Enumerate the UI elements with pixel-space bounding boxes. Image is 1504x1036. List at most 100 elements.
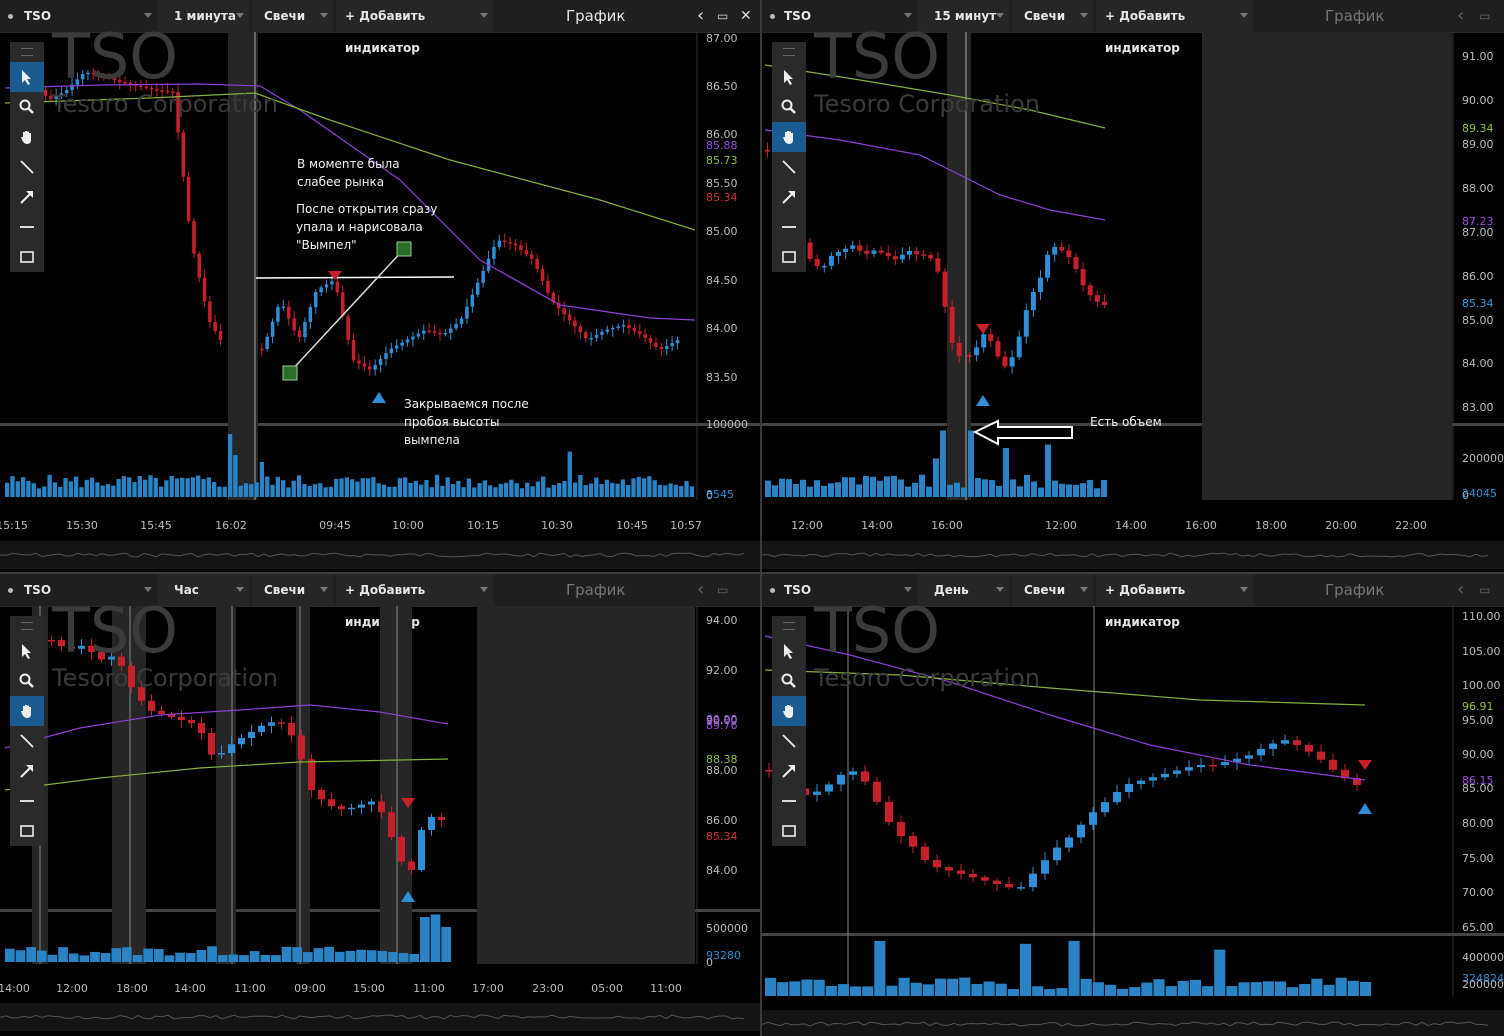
timeframe-dropdown[interactable]: День [918,574,1010,606]
p1-candle [43,89,48,96]
symbol-dropdown[interactable] [130,574,158,606]
chart-canvas[interactable]: 91.00 90.00 89.00 88.00 87.00 86.00 85.00 84.00… [762,32,1504,572]
p1-volume-bar [397,478,403,497]
p4-candle [1353,778,1361,785]
annotation-text[interactable]: Закрываемся после пробоя высоты вымпела [404,397,529,447]
minus-tool[interactable] [772,786,806,816]
line-tool[interactable] [10,726,44,756]
hand-tool[interactable] [772,696,806,726]
magnifier-tool[interactable] [10,666,44,696]
line-tool[interactable] [10,152,44,182]
rectangle-tool[interactable] [772,242,806,272]
trend-line-drawing[interactable] [289,248,405,373]
annotation-text[interactable]: Есть объем [1090,415,1162,429]
annotation-text[interactable]: В момеnте была слабее рынка [297,157,400,189]
arrow-tool[interactable] [10,756,44,786]
symbol-dropdown[interactable] [892,0,918,32]
add-indicator-button[interactable]: + Добавить индикатор [336,574,494,629]
magnifier-tool[interactable] [10,92,44,122]
chevron-left-icon[interactable]: ‹ [1457,5,1465,26]
maximize-icon[interactable]: ▭ [717,9,729,23]
arrow-tool[interactable] [772,756,806,786]
p1-candle [303,322,307,338]
pane-divider[interactable] [762,423,1504,426]
p4-candle [1221,762,1229,765]
p1-volume-bar [222,486,227,497]
timeframe-dropdown[interactable]: 1 минута [158,0,250,32]
magnifier-tool[interactable] [772,666,806,696]
symbol-dropdown[interactable] [892,574,918,606]
symbol-field[interactable]: TSO [784,9,812,23]
minus-tool[interactable] [10,212,44,242]
chart-type-dropdown[interactable]: Свечи [1012,574,1094,606]
magnifier-tool[interactable] [772,92,806,122]
price-tick-label: 83.50 [706,371,738,384]
p1-candle [470,294,475,307]
p1-candle [395,345,399,349]
toolbar-grip-icon[interactable] [772,42,806,62]
pointer-tool[interactable] [10,636,44,666]
time-tick-label: 15:45 [140,519,172,532]
minus-tool[interactable] [10,786,44,816]
chart-type-dropdown[interactable]: Свечи [252,574,334,606]
pointer-tool[interactable] [772,636,806,666]
toolbar-grip-icon[interactable] [10,42,44,62]
add-indicator-button[interactable]: + Добавить индикатор [1096,0,1254,55]
p1-volume-bar [212,481,217,497]
chart-canvas[interactable]: 87.00 86.50 86.00 85.50 85.00 84.50 84.00 83.50… [0,32,760,572]
symbol-dropdown[interactable] [130,0,158,32]
watermark-company: Tesoro Corporation [52,90,278,118]
maximize-icon[interactable]: ▭ [1479,583,1491,597]
arrow-tool[interactable] [772,182,806,212]
rectangle-tool[interactable] [10,816,44,846]
chevron-left-icon[interactable]: ‹ [697,579,705,600]
rectangle-tool[interactable] [772,816,806,846]
p1-candle [351,340,356,361]
annotation-text[interactable]: После открытия сразу упала и нарисовала … [296,202,438,252]
panel-gutter-vertical[interactable] [760,0,762,1036]
minus-tool[interactable] [772,212,806,242]
p4-volume-bar [1323,984,1335,996]
panel-gutter-horizontal[interactable] [0,572,1504,574]
add-indicator-button[interactable]: + Добавить индикатор [336,0,494,55]
arrow-annotation-icon[interactable] [972,419,1073,446]
chart-type-dropdown[interactable]: Свечи [252,0,334,32]
symbol-field[interactable]: TSO [24,583,52,597]
p2-volume-bar [814,480,820,497]
p3-volume-bar [292,947,302,962]
horizontal-line-drawing[interactable] [255,276,455,279]
chart-canvas[interactable]: 110.00 105.00 100.00 95.00 90.00 85.00 80.00 75… [762,606,1504,1036]
time-tick-label: 09:00 [294,982,326,995]
symbol-field[interactable]: TSO [784,583,812,597]
maximize-icon[interactable]: ▭ [1479,9,1491,23]
price-tick-label: 90.00 [1462,94,1494,107]
hand-tool[interactable] [772,122,806,152]
timeframe-dropdown[interactable]: 15 минут [918,0,1010,32]
chevron-left-icon[interactable]: ‹ [1457,579,1465,600]
chart-type-dropdown[interactable]: Свечи [1012,0,1094,32]
pointer-tool[interactable] [772,62,806,92]
add-indicator-button[interactable]: + Добавить индикатор [1096,574,1254,629]
arrow-tool[interactable] [10,182,44,212]
pointer-tool[interactable] [10,62,44,92]
hand-tool[interactable] [10,696,44,726]
chevron-left-icon[interactable]: ‹ [697,5,705,26]
p1-candle [432,331,437,333]
line-handle[interactable] [282,365,298,381]
pane-divider[interactable] [0,423,760,426]
line-handle[interactable] [396,241,412,257]
line-tool[interactable] [772,726,806,756]
rectangle-tool[interactable] [10,242,44,272]
toolbar-grip-icon[interactable] [10,616,44,636]
hand-tool[interactable] [10,122,44,152]
maximize-icon[interactable]: ▭ [717,583,729,597]
close-icon[interactable]: ✕ [740,8,752,24]
toolbar-grip-icon[interactable] [772,616,806,636]
price-tick-label: 105.00 [1462,645,1501,658]
p2-candle [956,342,962,357]
timeframe-dropdown[interactable]: Час [158,574,250,606]
line-tool[interactable] [772,152,806,182]
buy-marker-icon [1358,803,1372,814]
symbol-field[interactable]: TSO [24,9,52,23]
pane-divider[interactable] [762,933,1504,936]
